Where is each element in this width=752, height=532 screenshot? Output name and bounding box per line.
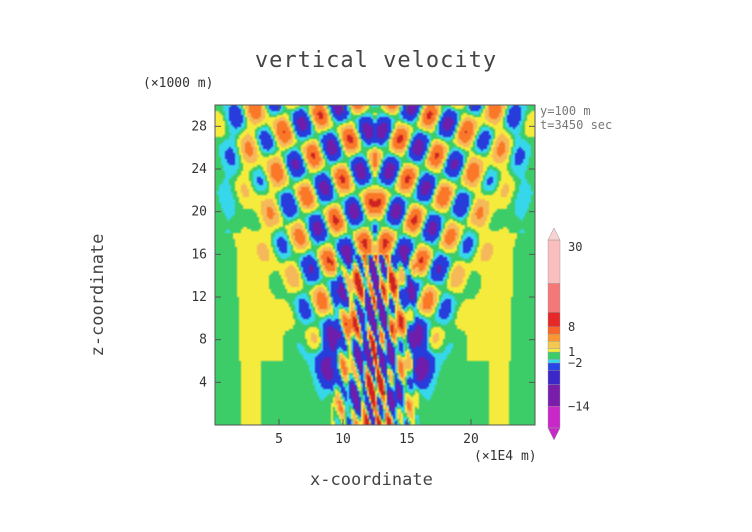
colorbar-band	[547, 384, 561, 407]
chart-title: vertical velocity	[254, 48, 498, 73]
colorbar-arrow-top	[547, 227, 561, 241]
x-tick-label: 10	[335, 432, 351, 447]
colorbar-band	[547, 333, 561, 342]
colorbar-band	[547, 283, 561, 313]
colorbar-band	[547, 341, 561, 349]
x-tick-label: 5	[275, 432, 283, 447]
y-tick-label: 4	[199, 375, 207, 390]
annotation-t: t=3450 sec	[540, 118, 613, 132]
colorbar-band	[547, 369, 561, 385]
x-tick-label: 15	[399, 432, 415, 447]
y-tick-label: 28	[191, 119, 207, 134]
y-tick-label: 20	[191, 205, 207, 220]
colorbar-label: 30	[568, 240, 582, 254]
velocity-field	[215, 105, 535, 425]
colorbar-arrow-bottom	[547, 427, 561, 441]
x-unit-label: (×1E4 m)	[474, 449, 537, 464]
colorbar-band	[547, 239, 561, 284]
y-tick-label: 8	[199, 333, 207, 348]
colorbar-band	[547, 326, 561, 335]
y-tick-label: 12	[191, 290, 207, 305]
colorbar-band	[547, 348, 561, 353]
x-tick-label: 20	[463, 432, 479, 447]
y-tick-label: 16	[191, 247, 207, 262]
colorbar-label: −14	[568, 399, 590, 413]
colorbar-band	[547, 312, 561, 327]
colorbar-band	[547, 351, 561, 360]
colorbar-band	[547, 406, 561, 429]
colorbar-label: 8	[568, 320, 575, 334]
colorbar-band	[547, 362, 561, 371]
colorbar-label: −2	[568, 356, 582, 370]
z-unit-label: (×1000 m)	[143, 76, 214, 91]
plot-frame	[214, 104, 536, 426]
colorbar-band	[547, 359, 561, 364]
y-tick-label: 24	[191, 162, 207, 177]
colorbar-label: 1	[568, 345, 575, 359]
x-axis-label: x-coordinate	[310, 470, 433, 490]
annotation-y: y=100 m	[540, 104, 591, 118]
